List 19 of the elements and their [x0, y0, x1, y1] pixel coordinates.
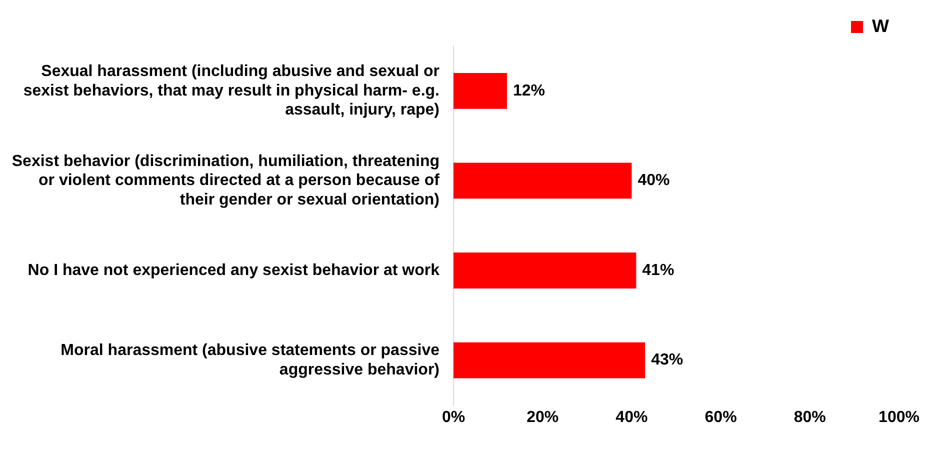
bar [454, 72, 507, 109]
legend-label: W [872, 16, 890, 36]
bar [454, 162, 632, 199]
x-tick-label: 20% [526, 409, 559, 426]
x-tick-label: 80% [794, 409, 826, 426]
y-tick-label: Moral harassment (abusive statements or passive aggressive behavior) [60, 342, 440, 378]
bar [454, 252, 636, 288]
data-label: 41% [642, 262, 674, 279]
x-tick-label: 60% [704, 409, 737, 426]
data-label: 43% [651, 352, 684, 369]
y-tick-label: Sexist behavior (discrimination, humiliation, threatening or violent comments directed at a person because of their gender or sexual orientation) [12, 152, 440, 208]
data-label: 40% [638, 172, 670, 190]
data-label: 12% [512, 82, 545, 100]
y-tick-label: Sexual harassment (including abusive and sexual or sexist behaviors, that may result in physical harm- e.g. assault, injury, rape) [23, 63, 440, 119]
y-tick-label: No I have not experienced any sexist behavior at work [28, 262, 440, 279]
x-tick-label: 100% [878, 409, 920, 426]
bar [454, 342, 646, 378]
x-tick-label: 0% [442, 409, 466, 426]
x-tick-label: 40% [616, 409, 648, 426]
